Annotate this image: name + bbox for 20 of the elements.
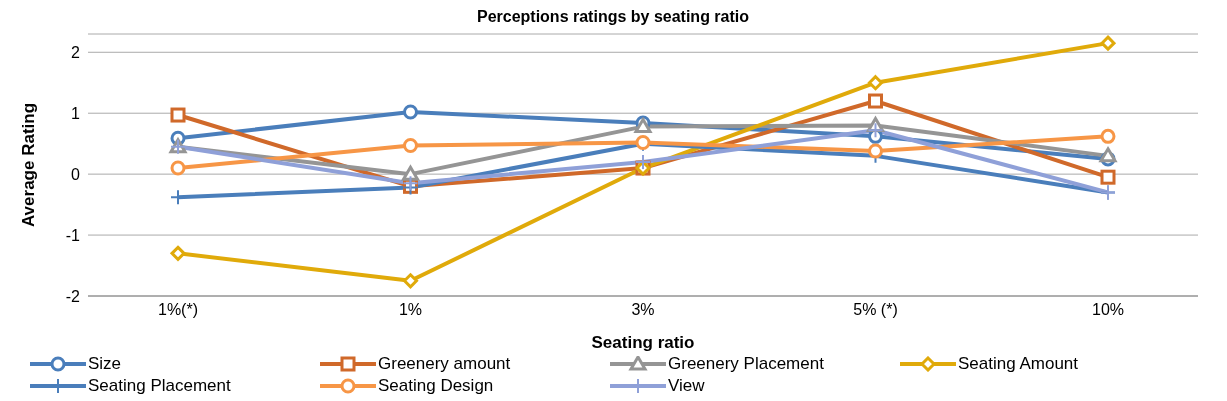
x-tick-label: 1% [398, 301, 423, 319]
legend-label: Seating Placement [88, 376, 231, 396]
legend-label: Size [88, 354, 122, 374]
legend-label: View [668, 376, 705, 396]
x-tick-label: 3% [631, 301, 655, 319]
y-axis-title: Average Rating [19, 102, 39, 228]
y-tick-label: 2 [71, 43, 81, 61]
chart-title: Perceptions ratings by seating ratio [475, 8, 751, 27]
y-tick-label: -2 [65, 287, 81, 305]
x-tick-label: 10% [1091, 301, 1125, 319]
legend-label: Greenery Placement [668, 354, 824, 374]
y-tick-label: 1 [71, 104, 81, 122]
x-tick-label: 1%(*) [157, 301, 199, 319]
x-tick-label: 5% (*) [853, 301, 898, 319]
x-axis-title: Seating ratio [591, 333, 695, 352]
y-tick-label: 0 [71, 165, 81, 183]
legend-label: Seating Design [378, 376, 494, 396]
y-tick-label: -1 [65, 226, 81, 244]
legend-label: Seating Amount [958, 354, 1079, 374]
legend-label: Greenery amount [378, 354, 511, 374]
